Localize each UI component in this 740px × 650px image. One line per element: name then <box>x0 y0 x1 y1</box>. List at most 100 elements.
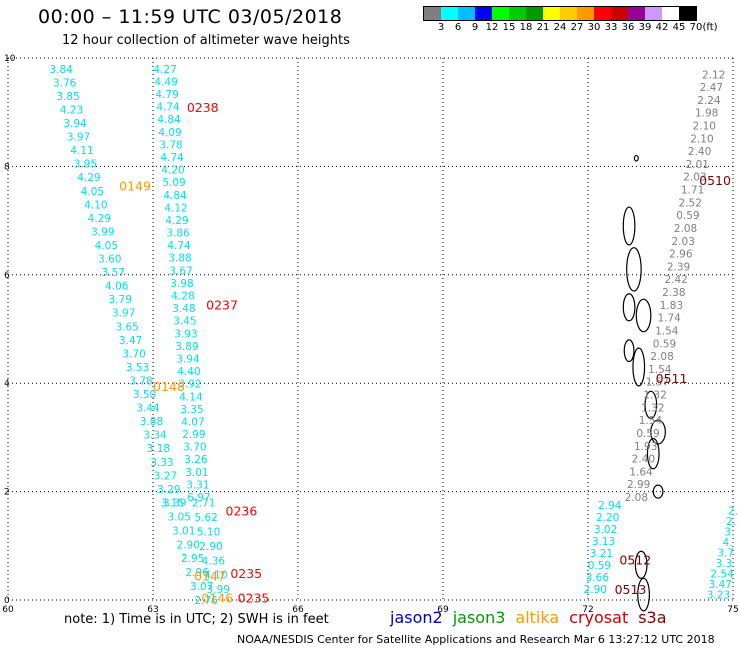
wave-height-value: 2.52 <box>679 197 702 209</box>
island-outline <box>622 293 636 322</box>
color-swatch <box>577 7 594 20</box>
island-outline <box>632 347 646 387</box>
wave-height-value: 3.29 <box>157 484 180 496</box>
color-scale-label: 18 <box>519 22 533 33</box>
wave-height-value: 3.05 <box>168 511 191 523</box>
legend-item-s3a: s3a <box>638 608 667 627</box>
pass-number-label: 0147 <box>194 569 226 584</box>
wave-height-value: 2.08 <box>650 351 673 363</box>
wave-height-value: 2.99 <box>182 429 205 441</box>
wave-height-value: 4.20 <box>161 165 184 177</box>
track-512: 2.942.203.023.133.210.593.662.90 <box>584 500 622 596</box>
wave-height-value: 2.24 <box>697 95 721 107</box>
wave-height-value: 1.57 <box>646 377 669 389</box>
color-swatch <box>611 7 628 20</box>
island-outline <box>646 437 660 470</box>
color-scale-label: 27 <box>570 22 584 33</box>
track-146: 3.39 3.05 3.01 2.90 2.95 2.96 3.07 2.76 <box>163 497 218 607</box>
wave-height-value: 2.71 <box>192 497 215 509</box>
wave-height-value: 2.90 <box>584 584 607 596</box>
wave-height-value: 3.27 <box>154 470 177 482</box>
wave-height-value: 0.59 <box>588 560 611 572</box>
wave-height-value: 3.02 <box>594 524 617 536</box>
wave-height-value: 3.88 <box>168 253 191 265</box>
wave-height-value: 3. <box>724 527 734 539</box>
wave-height-value: 3.26 <box>184 454 208 466</box>
wave-height-value: 2. <box>728 506 738 518</box>
wave-height-value: 3.88 <box>140 416 163 428</box>
color-swatch <box>424 7 441 20</box>
wave-height-value: 4.74 <box>167 240 191 252</box>
island-outline <box>644 390 658 420</box>
color-scale-label: 21 <box>536 22 550 33</box>
color-scale-label: 36 <box>621 22 635 33</box>
wave-height-value: 3.47 <box>709 579 732 591</box>
wave-height-value: 3.35 <box>180 404 203 416</box>
pass-number-label: 0148 <box>153 379 185 394</box>
color-scale-label: 15 <box>502 22 516 33</box>
wave-height-value: 3.47 <box>119 335 142 347</box>
wave-height-value: 3.92 <box>178 379 201 391</box>
wave-height-value: 3.39 <box>163 497 186 509</box>
y-tick-label: 0 <box>4 596 10 606</box>
track-236: 2.71 5.62 5.10 2.90 4.36 4.10 3.99 <box>192 497 230 596</box>
pass-number-label: 0510 <box>699 173 731 188</box>
wave-height-value: 1.54 <box>639 415 663 427</box>
wave-height-value: 2.76 <box>194 595 218 607</box>
wave-height-value: 3.89 <box>175 341 198 353</box>
wave-height-value: 3.44 <box>136 403 160 415</box>
pass-number-label: 0235 <box>238 590 270 605</box>
x-tick-label: 69 <box>437 605 449 615</box>
wave-height-value: 3.85 <box>56 91 79 103</box>
color-scale-bar <box>423 6 697 21</box>
y-tick-label: 10 <box>4 54 16 64</box>
island-outline <box>622 206 636 246</box>
wave-height-value: 2.40 <box>688 146 711 158</box>
island-outline <box>635 298 652 333</box>
wave-height-value: 2.20 <box>596 512 619 524</box>
island-outline <box>652 484 664 499</box>
wave-height-value: 2.94 <box>598 500 622 512</box>
color-scale-label: 70 <box>689 22 703 33</box>
wave-height-value: 3.01 <box>185 467 208 479</box>
wave-height-value: 3.94 <box>176 353 200 365</box>
wave-height-value: 3.53 <box>126 362 149 374</box>
wave-height-value: 4. <box>723 537 733 549</box>
wave-height-value: 1.54 <box>648 364 672 376</box>
wave-height-value: 3.95 <box>74 159 97 171</box>
track-238: 4.274.494.794.744.844.093.784.744.205.09… <box>153 64 210 504</box>
wave-height-value: 4.10 <box>204 570 227 582</box>
color-scale-label: 9 <box>471 22 479 33</box>
wave-height-value: 2.47 <box>700 82 723 94</box>
color-swatch <box>645 7 662 20</box>
wave-height-value: 3.13 <box>592 536 615 548</box>
pass-number-label: 0235 <box>230 566 262 581</box>
y-tick-label: 8 <box>4 162 10 172</box>
wave-height-value: 2.40 <box>632 454 655 466</box>
axis-tick-labels: 60 63 66 69 72 75 0 2 4 6 8 10 <box>2 54 738 615</box>
wave-height-value: 4.27 <box>153 64 176 76</box>
wave-height-value: 2.90 <box>199 541 222 553</box>
wave-height-value: 3.45 <box>173 316 196 328</box>
wave-height-value: 2.03 <box>683 172 706 184</box>
color-swatch <box>509 7 526 20</box>
pass-number-label: 0237 <box>206 298 238 313</box>
wave-height-value: 4.07 <box>181 416 204 428</box>
wave-height-value: 1.32 <box>643 390 666 402</box>
island-outlines <box>622 154 666 612</box>
wave-height-value: 3.70 <box>122 348 145 360</box>
x-tick-label: 63 <box>147 605 158 615</box>
color-scale-label: 30 <box>587 22 601 33</box>
pass-number-label: 0512 <box>619 552 651 567</box>
grid-lines <box>7 57 734 601</box>
color-swatch <box>594 7 611 20</box>
wave-height-value: 6.97 <box>187 492 210 504</box>
wave-height-value: 3.15 <box>161 497 184 509</box>
color-swatch <box>560 7 577 20</box>
wave-height-value: 3.98 <box>170 278 193 290</box>
color-scale-label: 42 <box>655 22 669 33</box>
wave-height-value: 4.29 <box>165 215 188 227</box>
wave-height-value: 3.50 <box>133 389 156 401</box>
wave-height-value: 1.64 <box>629 466 653 478</box>
color-scale-label: 39 <box>638 22 652 33</box>
